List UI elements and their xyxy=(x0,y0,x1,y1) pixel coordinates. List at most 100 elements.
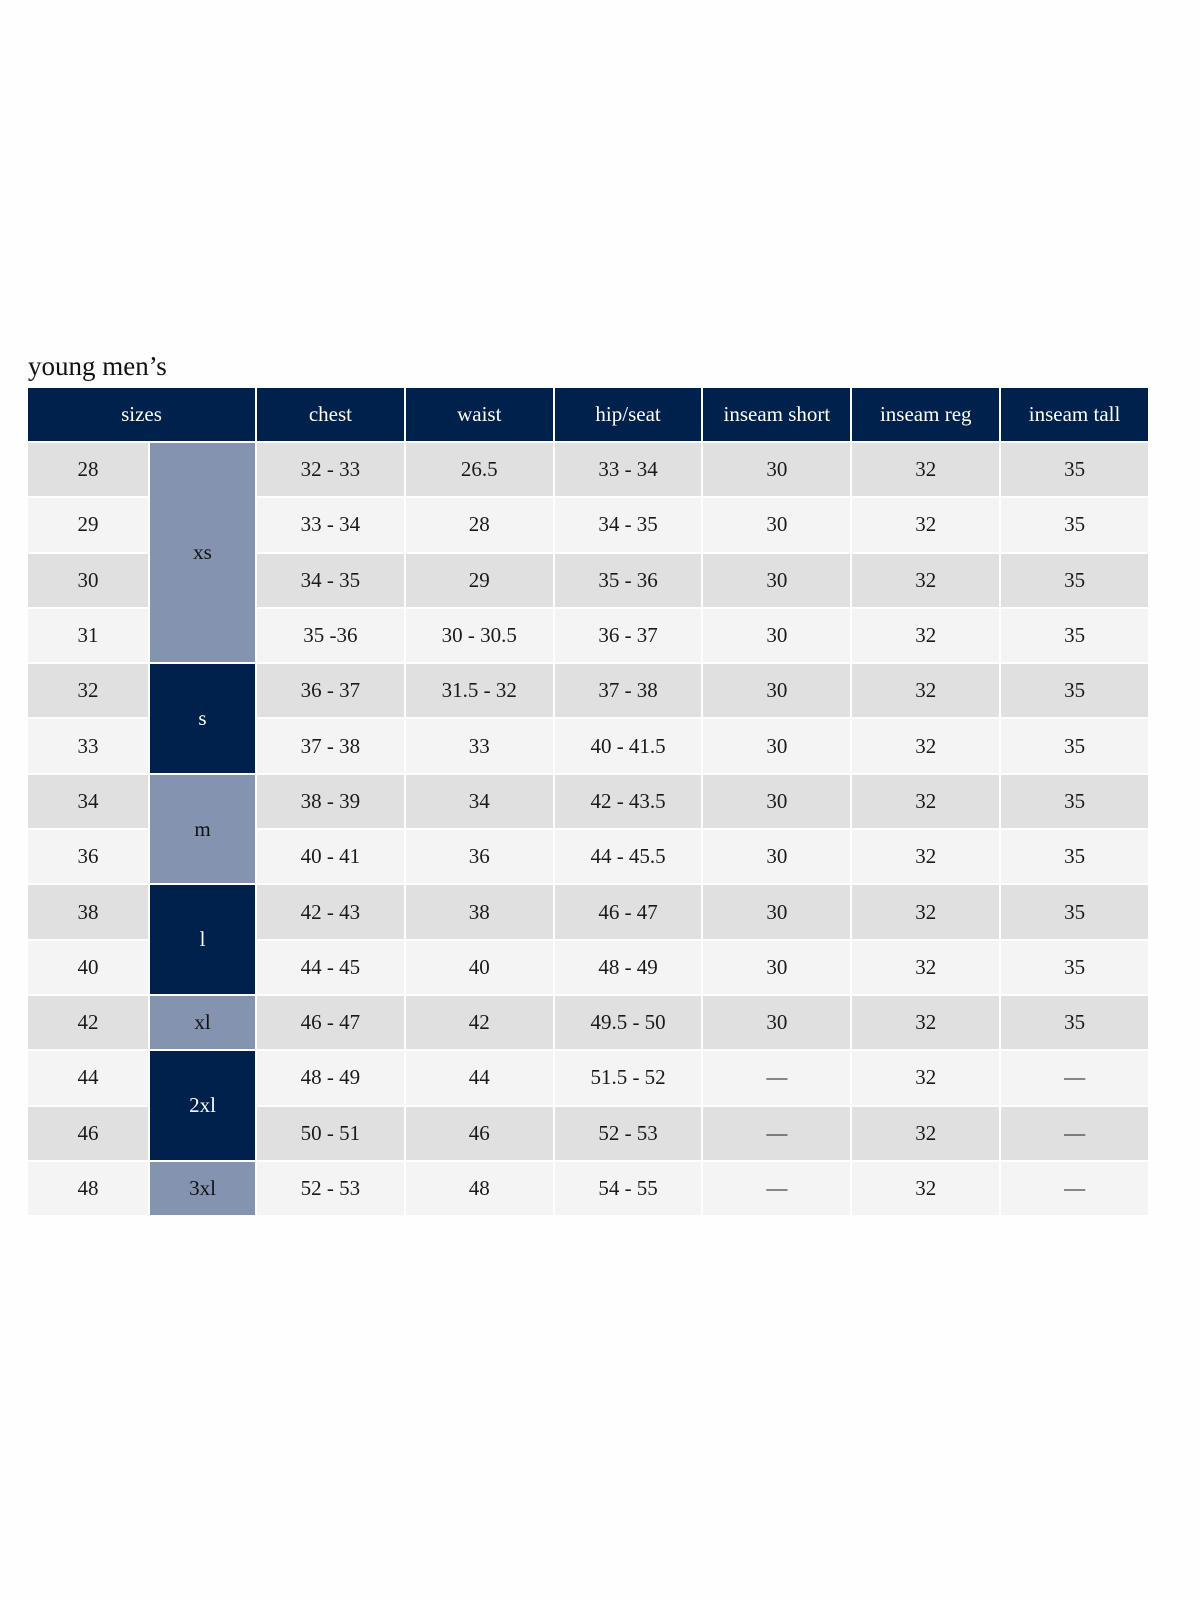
numeric-size-cell: 38 xyxy=(28,885,148,939)
waist-cell: 34 xyxy=(405,774,553,829)
waist-cell: 48 xyxy=(405,1161,553,1216)
numeric-size-cell: 33 xyxy=(28,719,148,773)
waist-cell: 40 xyxy=(405,940,553,994)
chest-cell: 48 - 49 xyxy=(257,1051,404,1105)
size-label-l: l xyxy=(150,885,255,994)
inseam-short-cell: 30 xyxy=(703,608,851,663)
numeric-size-cell: 46 xyxy=(28,1106,148,1160)
size-label-3xl: 3xl xyxy=(150,1161,255,1216)
inseam-reg-cell: 32 xyxy=(852,1161,1000,1216)
hip-seat-cell: 54 - 55 xyxy=(554,1161,702,1216)
inseam-short-cell: — xyxy=(703,1051,851,1105)
hip-seat-cell: 49.5 - 50 xyxy=(554,995,702,1050)
inseam-tall-cell: — xyxy=(1001,1051,1148,1105)
numeric-size-cell: 48 xyxy=(28,1161,148,1216)
inseam-tall-cell: 35 xyxy=(1001,608,1148,663)
hip-seat-cell: 36 - 37 xyxy=(554,608,702,663)
inseam-tall-cell: 35 xyxy=(1001,830,1148,884)
numeric-size-cell: 28 xyxy=(28,443,148,497)
numeric-size-cell: 29 xyxy=(28,498,148,552)
size-chart-table: sizes chest waist hip/seat inseam short insea… xyxy=(28,388,1148,1216)
header-inseam-reg: inseam reg xyxy=(852,388,1000,441)
header-waist: waist xyxy=(405,388,553,441)
inseam-short-cell: 30 xyxy=(703,940,851,994)
inseam-short-cell: 30 xyxy=(703,774,851,829)
inseam-short-cell: — xyxy=(703,1106,851,1160)
waist-cell: 42 xyxy=(405,995,553,1050)
inseam-tall-cell: 35 xyxy=(1001,553,1148,607)
chart-title: young men’s xyxy=(28,351,167,381)
inseam-tall-cell: 35 xyxy=(1001,774,1148,829)
inseam-short-cell: 30 xyxy=(703,664,851,718)
chest-cell: 42 - 43 xyxy=(257,885,404,939)
hip-seat-cell: 52 - 53 xyxy=(554,1106,702,1160)
inseam-short-cell: 30 xyxy=(703,830,851,884)
inseam-tall-cell: 35 xyxy=(1001,498,1148,552)
inseam-reg-cell: 32 xyxy=(852,1051,1000,1105)
inseam-short-cell: 30 xyxy=(703,995,851,1050)
size-label-xs: xs xyxy=(150,443,255,663)
waist-cell: 29 xyxy=(405,553,553,607)
inseam-reg-cell: 32 xyxy=(852,608,1000,663)
hip-seat-cell: 44 - 45.5 xyxy=(554,830,702,884)
inseam-short-cell: 30 xyxy=(703,719,851,773)
inseam-reg-cell: 32 xyxy=(852,498,1000,552)
hip-seat-cell: 42 - 43.5 xyxy=(554,774,702,829)
chest-cell: 32 - 33 xyxy=(257,443,404,497)
waist-cell: 26.5 xyxy=(405,443,553,497)
inseam-short-cell: 30 xyxy=(703,443,851,497)
hip-seat-cell: 48 - 49 xyxy=(554,940,702,994)
numeric-size-cell: 32 xyxy=(28,664,148,718)
chest-cell: 35 -36 xyxy=(257,608,404,663)
hip-seat-cell: 51.5 - 52 xyxy=(554,1051,702,1105)
inseam-reg-cell: 32 xyxy=(852,719,1000,773)
inseam-reg-cell: 32 xyxy=(852,443,1000,497)
inseam-reg-cell: 32 xyxy=(852,553,1000,607)
numeric-size-cell: 40 xyxy=(28,940,148,994)
inseam-short-cell: 30 xyxy=(703,498,851,552)
inseam-tall-cell: 35 xyxy=(1001,719,1148,773)
inseam-tall-cell: 35 xyxy=(1001,885,1148,939)
numeric-size-cell: 34 xyxy=(28,774,148,829)
size-label-2xl: 2xl xyxy=(150,1051,255,1160)
chest-cell: 46 - 47 xyxy=(257,995,404,1050)
hip-seat-cell: 37 - 38 xyxy=(554,664,702,718)
waist-cell: 38 xyxy=(405,885,553,939)
inseam-short-cell: 30 xyxy=(703,885,851,939)
waist-cell: 36 xyxy=(405,830,553,884)
header-inseam-tall: inseam tall xyxy=(1001,388,1148,441)
inseam-tall-cell: 35 xyxy=(1001,995,1148,1050)
numeric-size-cell: 30 xyxy=(28,553,148,607)
numeric-size-cell: 44 xyxy=(28,1051,148,1105)
numeric-size-cell: 36 xyxy=(28,830,148,884)
inseam-reg-cell: 32 xyxy=(852,774,1000,829)
waist-cell: 33 xyxy=(405,719,553,773)
waist-cell: 44 xyxy=(405,1051,553,1105)
size-label-xl: xl xyxy=(150,995,255,1050)
numeric-size-cell: 31 xyxy=(28,608,148,663)
header-inseam-short: inseam short xyxy=(703,388,851,441)
size-label-s: s xyxy=(150,664,255,773)
inseam-tall-cell: 35 xyxy=(1001,664,1148,718)
chest-cell: 38 - 39 xyxy=(257,774,404,829)
header-chest: chest xyxy=(257,388,404,441)
chest-cell: 34 - 35 xyxy=(257,553,404,607)
inseam-tall-cell: — xyxy=(1001,1106,1148,1160)
numeric-size-cell: 42 xyxy=(28,995,148,1050)
chest-cell: 33 - 34 xyxy=(257,498,404,552)
inseam-reg-cell: 32 xyxy=(852,1106,1000,1160)
hip-seat-cell: 33 - 34 xyxy=(554,443,702,497)
hip-seat-cell: 34 - 35 xyxy=(554,498,702,552)
inseam-short-cell: — xyxy=(703,1161,851,1216)
inseam-short-cell: 30 xyxy=(703,553,851,607)
inseam-reg-cell: 32 xyxy=(852,885,1000,939)
chest-cell: 36 - 37 xyxy=(257,664,404,718)
header-hip-seat: hip/seat xyxy=(554,388,702,441)
waist-cell: 30 - 30.5 xyxy=(405,608,553,663)
hip-seat-cell: 40 - 41.5 xyxy=(554,719,702,773)
inseam-tall-cell: 35 xyxy=(1001,940,1148,994)
inseam-tall-cell: — xyxy=(1001,1161,1148,1216)
inseam-reg-cell: 32 xyxy=(852,940,1000,994)
header-sizes: sizes xyxy=(28,388,255,441)
waist-cell: 31.5 - 32 xyxy=(405,664,553,718)
